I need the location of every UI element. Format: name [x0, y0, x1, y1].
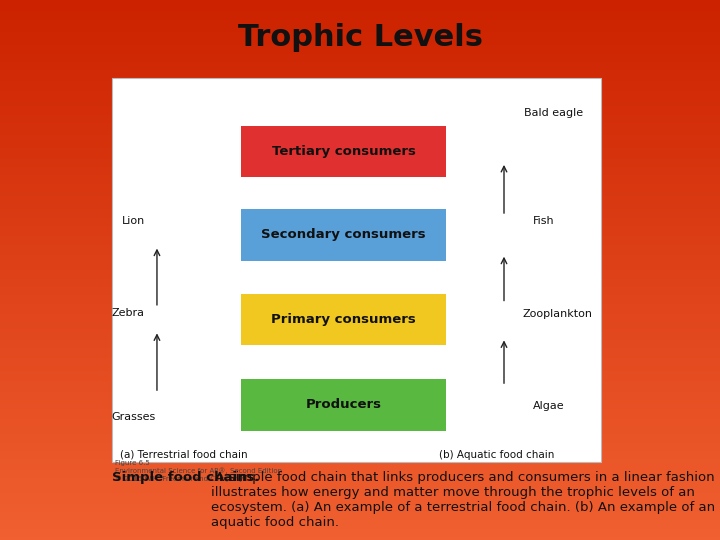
Text: Zooplankton: Zooplankton [523, 309, 593, 319]
Text: Grasses: Grasses [111, 412, 156, 422]
Text: Lion: Lion [122, 217, 145, 226]
Text: Zebra: Zebra [112, 308, 145, 318]
Bar [241, 126, 446, 177]
Bar [241, 294, 446, 346]
Text: Trophic Levels: Trophic Levels [238, 23, 482, 52]
Text: (a) Terrestrial food chain: (a) Terrestrial food chain [120, 450, 248, 460]
Bar [241, 379, 446, 431]
Text: Algae: Algae [533, 401, 564, 411]
Text: Fish: Fish [533, 217, 554, 226]
Text: A simple food chain that links producers and consumers in a linear fashion illus: A simple food chain that links producers… [211, 471, 715, 529]
Text: (b) Aquatic food chain: (b) Aquatic food chain [439, 450, 554, 460]
Text: Primary consumers: Primary consumers [271, 313, 416, 326]
Text: Secondary consumers: Secondary consumers [261, 228, 426, 241]
Text: Producers: Producers [306, 399, 382, 411]
Text: Tertiary consumers: Tertiary consumers [272, 145, 415, 158]
Text: Figure 6.5
Environmental Science for AP®, Second Edition
© 2015 W.H. Freeman and: Figure 6.5 Environmental Science for AP®… [115, 460, 282, 482]
Bar [112, 78, 601, 462]
Bar [241, 209, 446, 261]
Text: Simple food chains.: Simple food chains. [112, 471, 259, 484]
Text: Bald eagle: Bald eagle [524, 109, 583, 118]
